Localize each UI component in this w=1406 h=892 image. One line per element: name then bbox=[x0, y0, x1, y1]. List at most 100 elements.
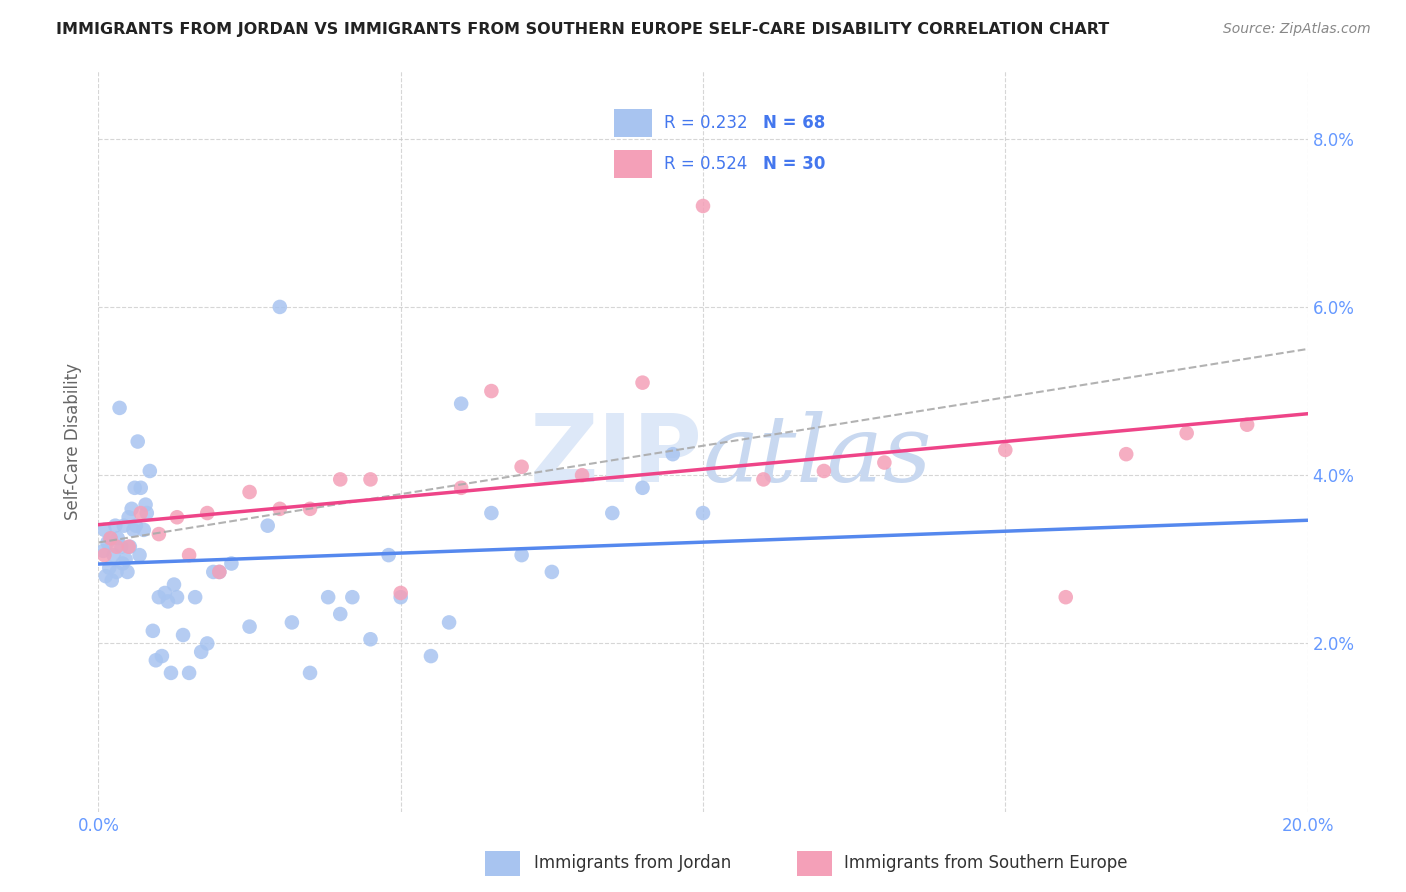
Point bbox=[316, 590, 339, 604]
Point bbox=[104, 518, 127, 533]
Point bbox=[389, 590, 412, 604]
Point bbox=[994, 442, 1017, 457]
Point bbox=[148, 590, 170, 604]
Point bbox=[481, 384, 503, 398]
Text: IMMIGRANTS FROM JORDAN VS IMMIGRANTS FROM SOUTHERN EUROPE SELF-CARE DISABILITY C: IMMIGRANTS FROM JORDAN VS IMMIGRANTS FRO… bbox=[56, 22, 1109, 37]
Point bbox=[122, 523, 145, 537]
Point bbox=[117, 565, 139, 579]
Point bbox=[128, 548, 150, 562]
Point bbox=[98, 560, 121, 574]
Point bbox=[166, 510, 188, 524]
Point bbox=[602, 506, 624, 520]
Point bbox=[179, 548, 201, 562]
Point bbox=[360, 632, 382, 647]
Point bbox=[239, 485, 262, 500]
Point bbox=[813, 464, 835, 478]
Point bbox=[166, 590, 188, 604]
Text: ZIP: ZIP bbox=[530, 410, 703, 502]
Point bbox=[190, 645, 212, 659]
Point bbox=[202, 565, 225, 579]
Point bbox=[160, 665, 183, 680]
Point bbox=[100, 574, 122, 588]
Point bbox=[256, 518, 278, 533]
Point bbox=[184, 590, 207, 604]
Point bbox=[121, 501, 143, 516]
Point bbox=[873, 456, 896, 470]
Point bbox=[114, 552, 136, 566]
Point bbox=[510, 459, 533, 474]
Point bbox=[221, 557, 243, 571]
Point bbox=[96, 535, 118, 549]
Point bbox=[105, 565, 128, 579]
Point bbox=[135, 498, 157, 512]
Text: Immigrants from Southern Europe: Immigrants from Southern Europe bbox=[844, 855, 1128, 872]
Point bbox=[129, 481, 152, 495]
Point bbox=[342, 590, 364, 604]
Point bbox=[510, 548, 533, 562]
Point bbox=[153, 586, 176, 600]
Point bbox=[100, 531, 122, 545]
Point bbox=[631, 481, 654, 495]
Point bbox=[329, 472, 352, 486]
Point bbox=[163, 577, 186, 591]
Point bbox=[111, 557, 134, 571]
Point bbox=[389, 586, 412, 600]
Point bbox=[752, 472, 775, 486]
Point bbox=[94, 569, 117, 583]
Point bbox=[124, 481, 146, 495]
Point bbox=[299, 501, 322, 516]
Point bbox=[692, 506, 714, 520]
Point bbox=[329, 607, 352, 621]
Point bbox=[135, 506, 157, 520]
Point bbox=[118, 540, 141, 554]
Point bbox=[125, 518, 148, 533]
Point bbox=[100, 531, 122, 545]
Point bbox=[1236, 417, 1258, 432]
Point bbox=[103, 548, 125, 562]
Point bbox=[139, 464, 162, 478]
Text: atlas: atlas bbox=[703, 411, 932, 501]
Point bbox=[107, 531, 129, 545]
Point bbox=[110, 540, 132, 554]
Point bbox=[108, 401, 131, 415]
Point bbox=[571, 468, 593, 483]
Point bbox=[118, 540, 141, 554]
Point bbox=[145, 653, 167, 667]
Point bbox=[450, 481, 472, 495]
Point bbox=[631, 376, 654, 390]
Point bbox=[1054, 590, 1077, 604]
Point bbox=[661, 447, 683, 461]
Point bbox=[239, 619, 262, 633]
Point bbox=[93, 523, 115, 537]
Point bbox=[195, 636, 218, 650]
Point bbox=[450, 397, 472, 411]
Point bbox=[150, 649, 173, 664]
Point bbox=[127, 434, 149, 449]
Point bbox=[172, 628, 194, 642]
Text: Immigrants from Jordan: Immigrants from Jordan bbox=[534, 855, 731, 872]
Point bbox=[208, 565, 231, 579]
Point bbox=[1175, 426, 1198, 441]
Point bbox=[481, 506, 503, 520]
Point bbox=[93, 548, 115, 562]
Point bbox=[129, 506, 152, 520]
Point bbox=[360, 472, 382, 486]
Point bbox=[299, 665, 322, 680]
Point bbox=[105, 540, 128, 554]
Point bbox=[208, 565, 231, 579]
Point bbox=[91, 544, 114, 558]
Point bbox=[420, 649, 443, 664]
Point bbox=[1115, 447, 1137, 461]
Point bbox=[156, 594, 179, 608]
Point bbox=[377, 548, 399, 562]
Point bbox=[179, 665, 201, 680]
Point bbox=[148, 527, 170, 541]
Y-axis label: Self-Care Disability: Self-Care Disability bbox=[65, 363, 83, 520]
Point bbox=[692, 199, 714, 213]
Point bbox=[132, 523, 155, 537]
Point bbox=[195, 506, 218, 520]
Point bbox=[437, 615, 460, 630]
Point bbox=[540, 565, 562, 579]
Text: Source: ZipAtlas.com: Source: ZipAtlas.com bbox=[1223, 22, 1371, 37]
Point bbox=[112, 518, 135, 533]
